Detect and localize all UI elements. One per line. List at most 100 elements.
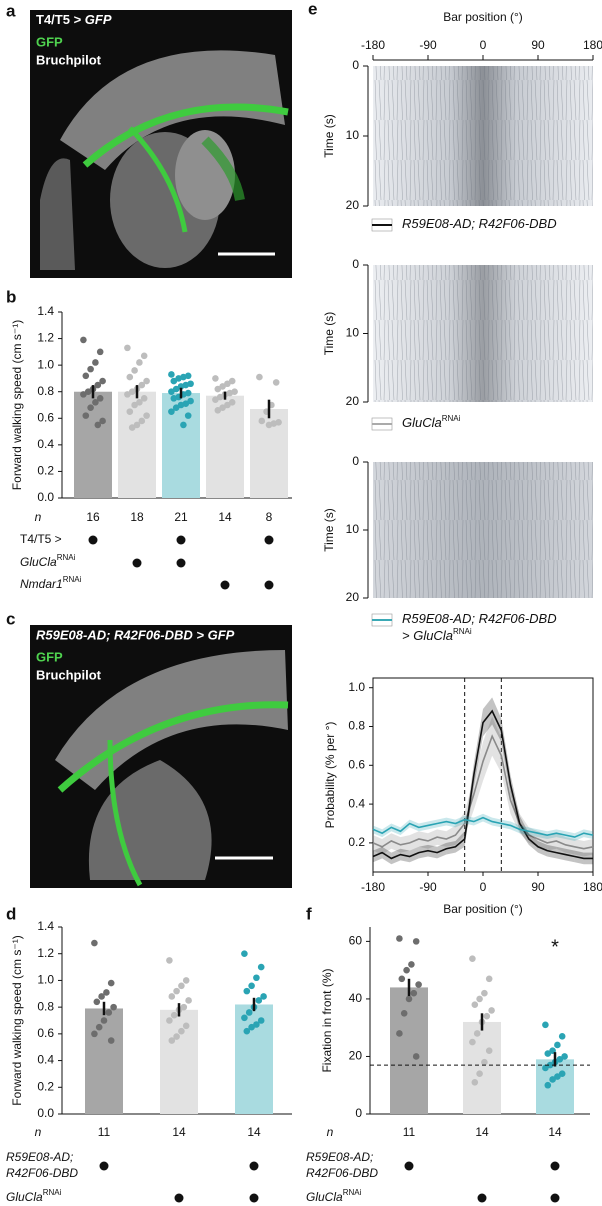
data-point (128, 388, 136, 396)
label-text: T4/T5 > (20, 532, 62, 546)
data-point (554, 1041, 561, 1049)
label: R59E08-AD; R42F06-DBD (402, 611, 557, 626)
data-point (542, 1064, 549, 1072)
label: R59E08-AD; (6, 1150, 73, 1164)
data-point (82, 372, 90, 380)
label: R59E08-AD; (306, 1150, 373, 1164)
data-point (103, 989, 110, 996)
x-tick-label: -90 (419, 880, 437, 894)
data-point (260, 993, 267, 1000)
n-value: 14 (218, 510, 232, 524)
data-point (224, 380, 231, 388)
y-tick-label: 60 (349, 934, 363, 948)
y-tick-label: 20 (346, 198, 360, 212)
label-text: GluCla (402, 415, 442, 430)
data-point (469, 955, 476, 962)
data-point (216, 393, 224, 401)
data-point (185, 997, 192, 1004)
data-point (485, 1047, 493, 1055)
data-point (476, 1070, 483, 1078)
n-value: 14 (548, 1125, 562, 1139)
data-point (136, 359, 143, 366)
data-point (549, 1076, 556, 1083)
data-point (257, 1017, 265, 1024)
data-point (173, 987, 180, 995)
genotype-dot (477, 1193, 487, 1203)
y-tick-label: 0.4 (37, 1053, 54, 1067)
significance-star: * (551, 936, 559, 958)
data-point (131, 401, 138, 409)
micrograph-c (30, 625, 292, 888)
data-point (126, 373, 134, 381)
data-point (168, 388, 175, 396)
title-gene: GFP (85, 12, 112, 27)
data-point (182, 977, 190, 984)
data-point (214, 385, 222, 393)
label-text: R42F06-DBD (306, 1166, 378, 1180)
data-point (82, 412, 90, 419)
bar (118, 391, 156, 498)
data-point (172, 404, 180, 411)
data-point (412, 938, 420, 945)
x-tick-label: 90 (531, 38, 545, 52)
data-point (400, 1010, 408, 1017)
data-point (544, 1050, 552, 1057)
y-tick-label: 0.2 (37, 464, 54, 478)
data-point (126, 408, 134, 415)
data-point (177, 401, 185, 409)
data-line (372, 734, 594, 850)
genotype-dot (220, 580, 230, 590)
data-point (228, 399, 236, 406)
label: > GluClaRNAi (402, 627, 472, 643)
y-tick-label: 0.2 (348, 835, 365, 849)
data-point (143, 412, 150, 419)
label-text: GluCla (306, 1190, 343, 1204)
label-superscript: RNAi (343, 1188, 362, 1197)
label-superscript: RNAi (63, 575, 82, 584)
genotype-dot (550, 1193, 560, 1203)
data-point (483, 1012, 491, 1020)
data-point (224, 401, 231, 409)
data-point (87, 404, 94, 411)
data-point (556, 1056, 564, 1063)
data-point (546, 1061, 554, 1069)
data-point (243, 987, 251, 995)
y-tick-label: 10 (346, 326, 360, 340)
data-point (92, 359, 99, 366)
data-point (476, 995, 483, 1003)
data-point (178, 982, 185, 990)
n-value: 14 (172, 1125, 186, 1139)
genotype-dot (132, 558, 142, 568)
y-tick-label: 1.2 (37, 946, 54, 960)
x-tick-label: 0 (480, 38, 487, 52)
data-point (96, 348, 104, 356)
data-point (140, 352, 148, 360)
panel-label: f (306, 904, 312, 923)
data-point (87, 365, 94, 373)
data-point (95, 1023, 103, 1031)
data-point (143, 377, 150, 385)
panel-label: e (308, 0, 317, 18)
y-tick-label: 0.6 (348, 757, 365, 771)
data-point (166, 957, 173, 964)
label: Nmdar1RNAi (20, 575, 82, 591)
panel-label: d (6, 904, 16, 923)
y-tick-label: 1.0 (348, 680, 365, 694)
x-tick-label: -180 (361, 38, 385, 52)
data-point (488, 1007, 495, 1014)
y-axis-title: Forward walking speed (cm s⁻¹) (10, 320, 24, 490)
data-point (558, 1033, 566, 1040)
data-point (256, 373, 263, 381)
image-title: T4/T5 > GFP (36, 12, 112, 27)
data-point (124, 344, 131, 352)
data-point (173, 1033, 180, 1040)
x-tick-label: -90 (419, 38, 437, 52)
data-point (214, 407, 222, 414)
data-point (178, 1027, 185, 1035)
y-tick-label: 20 (349, 1049, 363, 1063)
image-title: R59E08-AD; R42F06-DBD > GFP (36, 627, 235, 642)
data-point (99, 377, 106, 385)
label-text: Nmdar1 (20, 577, 63, 591)
y-tick-label: 20 (346, 394, 360, 408)
